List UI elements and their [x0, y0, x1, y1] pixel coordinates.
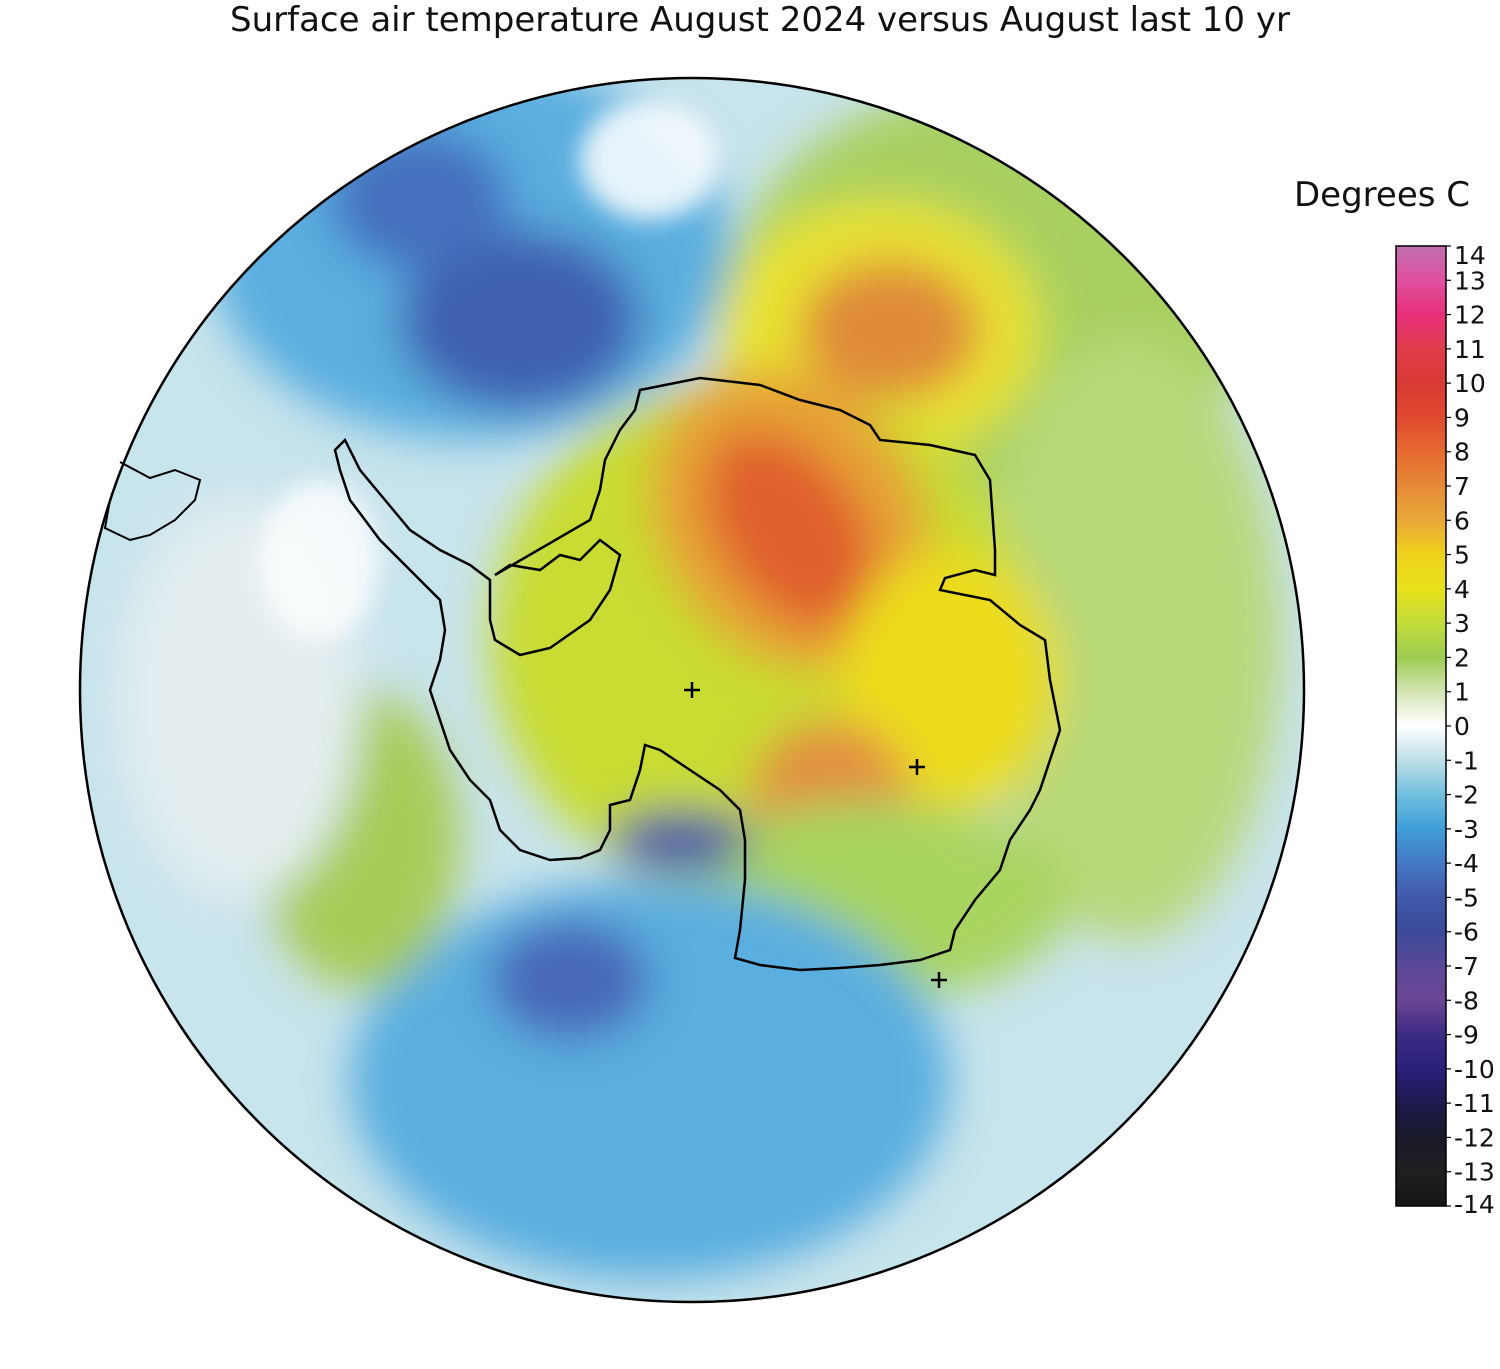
- colorbar-unit-label: Degrees C: [1294, 175, 1471, 215]
- colorbar-tick-label: -9: [1454, 1021, 1479, 1050]
- map-frame: [78, 76, 1306, 1304]
- colorbar-tick-label: -5: [1454, 883, 1479, 912]
- colorbar-tick-label: -12: [1454, 1123, 1495, 1152]
- colorbar-tick-label: 4: [1454, 575, 1470, 604]
- colorbar-gradient: [1395, 245, 1447, 1207]
- colorbar-tick-label: 7: [1454, 472, 1470, 501]
- anomaly-zero-band: [580, 100, 720, 220]
- colorbar-tick-label: 8: [1454, 438, 1470, 467]
- anomaly-indian-orange: [800, 260, 980, 400]
- colorbar-tick-label: 11: [1454, 335, 1486, 364]
- station-marker-east: [909, 759, 925, 775]
- anomaly-peninsula-white: [260, 480, 380, 640]
- colorbar-tick-label: -2: [1454, 781, 1479, 810]
- colorbar-tick-label: -10: [1454, 1055, 1495, 1084]
- anomaly-pacific-core: [490, 920, 650, 1040]
- colorbar-tick-label: -1: [1454, 746, 1479, 775]
- colorbar-tick-label: -8: [1454, 986, 1479, 1015]
- colorbar-tick-label: 14: [1454, 241, 1486, 270]
- antarctica-coastline: [333, 376, 1062, 972]
- colorbar-tick-label: -13: [1454, 1158, 1495, 1187]
- colorbar-tick-label: -3: [1454, 815, 1479, 844]
- colorbar-tick-label: 1: [1454, 678, 1470, 707]
- colorbar-tick-label: -4: [1454, 849, 1479, 878]
- colorbar-tick-label: -7: [1454, 952, 1479, 981]
- colorbar-tick-label: 3: [1454, 609, 1470, 638]
- station-marker-pole: [684, 682, 700, 698]
- map-title: Surface air temperature August 2024 vers…: [230, 0, 1290, 40]
- station-marker-coast: [931, 972, 947, 988]
- colorbar-tick-label: 13: [1454, 266, 1486, 295]
- station-markers: [684, 682, 947, 988]
- colorbar-tick-label: 5: [1454, 541, 1470, 570]
- colorbar-tick-label: 6: [1454, 506, 1470, 535]
- colorbar-tick-label: 0: [1454, 712, 1470, 741]
- anomaly-eastern-yellow: [840, 550, 1060, 810]
- colorbar-tick-label: -6: [1454, 918, 1479, 947]
- anomaly-ross-core: [610, 810, 750, 870]
- colorbar-tick-label: 9: [1454, 403, 1470, 432]
- colorbar-tick-label: -11: [1454, 1089, 1495, 1118]
- anomaly-weddell-core: [400, 230, 640, 410]
- colorbar-tick-label: 10: [1454, 369, 1486, 398]
- anomaly-qml-core: [704, 431, 876, 629]
- colorbar-tick-label: 2: [1454, 643, 1470, 672]
- anomaly-east-green: [980, 340, 1280, 940]
- colorbar-tick-label: 12: [1454, 301, 1486, 330]
- south-america-coastline: [103, 461, 202, 542]
- colorbar-tick-label: -14: [1454, 1190, 1495, 1219]
